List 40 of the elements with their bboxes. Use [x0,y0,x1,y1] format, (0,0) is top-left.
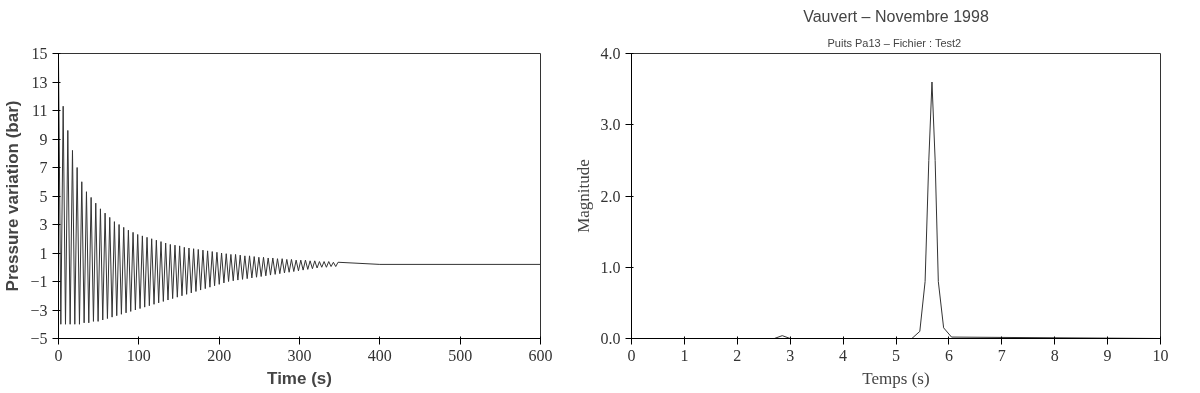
x-tick-label: 0 [627,346,636,364]
y-tick-label: 1 [39,244,48,262]
y-tick-label: 3.0 [600,116,621,134]
x-tick-label: 4 [839,346,848,364]
x-tick-label: 100 [126,346,151,364]
y-tick-label: 13 [31,73,48,91]
y-axis-title: Magnitude [573,159,593,233]
y-tick-label: 7 [39,159,48,176]
x-tick-label: 10 [1152,346,1169,364]
x-tick-label: 1 [680,346,689,364]
x-axis-title: Temps (s) [862,368,930,388]
y-tick-label: 2.0 [600,187,621,205]
x-tick-label: 9 [1103,346,1112,364]
y-tick-label: 1.0 [600,258,621,276]
x-tick-label: 3 [786,346,795,364]
y-tick-label: −5 [30,330,48,347]
x-tick-label: 2 [733,346,742,364]
y-tick-label: 0.0 [600,330,621,347]
x-axis-title: Time (s) [267,368,332,388]
x-tick-label: 500 [448,346,473,364]
x-tick-label: 6 [944,346,953,364]
y-tick-label: 3 [39,216,48,233]
x-tick-label: 200 [207,346,232,364]
x-tick-label: 8 [1050,346,1059,364]
x-tick-label: 5 [892,346,900,364]
y-tick-label: 4.0 [600,45,621,62]
y-tick-label: −1 [30,273,48,290]
x-tick-label: 600 [528,346,553,364]
y-tick-label: 11 [32,102,48,119]
y-axis-title: Pressure variation (bar) [3,100,23,292]
y-tick-label: 5 [39,187,48,205]
chart-subtitle: Puits Pa13 – Fichier : Test2 [827,36,962,49]
chart-title: Vauvert – Novembre 1998 [803,7,989,25]
y-tick-label: 9 [39,130,48,148]
x-tick-label: 300 [287,346,312,364]
y-tick-label: 15 [31,45,48,62]
x-tick-label: 7 [997,346,1006,364]
x-tick-label: 0 [54,346,63,364]
y-tick-label: −3 [30,301,48,319]
x-tick-label: 400 [367,346,392,364]
